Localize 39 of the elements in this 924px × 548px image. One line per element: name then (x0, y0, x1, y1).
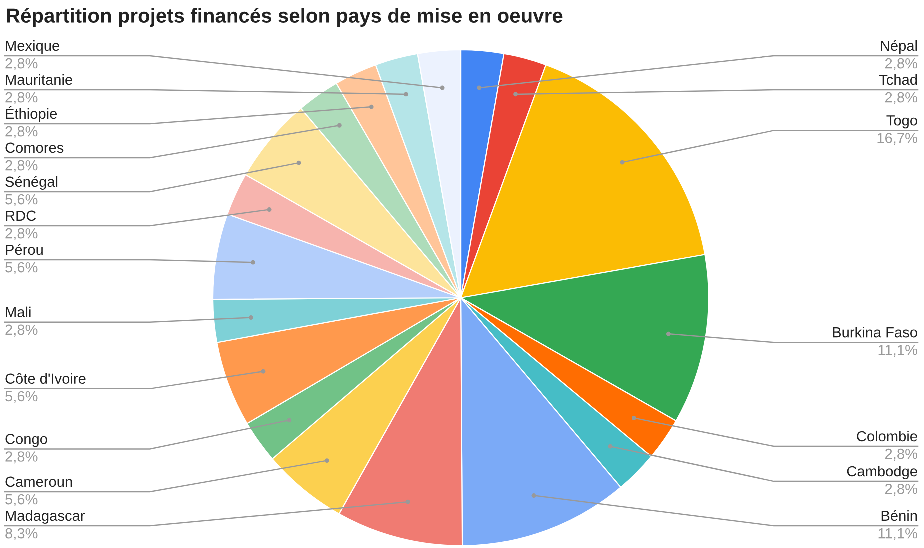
data-label: 2,8% (885, 92, 918, 104)
slice-label: Mexique (6, 40, 60, 54)
data-label: 2,8% (885, 58, 918, 70)
data-label: 11,1% (878, 528, 918, 540)
data-label: 2,8% (885, 484, 918, 496)
slice-label: Togo (886, 116, 918, 129)
slice-label: Côte d'Ivoire (6, 373, 86, 384)
slice-label: Tchad (879, 74, 918, 86)
slice-label: Pérou (6, 244, 43, 256)
data-label: 8,3% (6, 528, 38, 540)
data-label: 2,8% (6, 452, 38, 464)
data-label: 2,8% (6, 58, 38, 70)
slice-label: Mali (6, 306, 31, 318)
data-label: 2,8% (6, 92, 38, 104)
slice-label: RDC (6, 210, 36, 222)
slice-label: Congo (6, 434, 48, 448)
data-label: 16,7% (878, 133, 918, 146)
slice-label: Cameroun (6, 476, 72, 488)
data-label: 2,8% (6, 126, 38, 138)
data-label: 11,1% (878, 345, 918, 358)
data-label: 5,6% (6, 391, 38, 404)
data-label: 2,8% (6, 160, 38, 172)
chart-title: Répartition projets financés selon pays de mise en oeuvre (7, 8, 563, 27)
slice-label: Sénégal (6, 176, 58, 190)
data-label: 2,8% (6, 324, 38, 337)
data-label: 5,6% (6, 194, 38, 206)
slice-label: Colombie (857, 430, 918, 442)
data-label: 2,8% (885, 448, 918, 461)
slice-label: Comores (6, 142, 64, 154)
slice-label: Cambodge (847, 466, 918, 480)
slice-label: Éthiopie (6, 106, 58, 122)
data-label: 2,8% (6, 228, 38, 240)
slice-label: Burkina Faso (833, 327, 918, 338)
slice-label: Bénin (882, 510, 918, 522)
slice-label: Népal (881, 40, 918, 54)
slice-label: Mauritanie (6, 74, 72, 86)
data-label: 5,6% (6, 494, 38, 506)
slice-label: Madagascar (6, 510, 86, 524)
data-label: 5,6% (6, 262, 38, 274)
